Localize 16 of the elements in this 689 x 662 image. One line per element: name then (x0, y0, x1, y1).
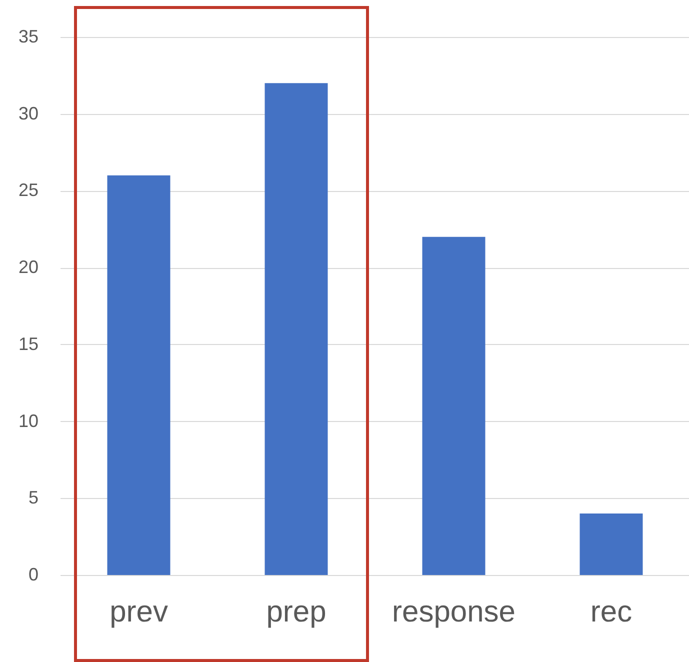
y-tick-label: 25 (18, 180, 38, 200)
y-tick-label: 35 (18, 26, 38, 46)
bar (422, 236, 486, 575)
bar (107, 175, 170, 575)
x-tick-label: prep (266, 596, 326, 628)
y-tick-label: 15 (18, 334, 38, 354)
y-tick-label: 20 (18, 257, 38, 278)
y-tick-label: 30 (18, 103, 38, 124)
bar (264, 83, 328, 575)
bar (580, 514, 643, 575)
x-tick-label: rec (590, 596, 632, 628)
y-tick-label: 0 (28, 564, 38, 584)
y-tick-label: 10 (18, 410, 38, 431)
x-tick-label: prev (110, 596, 168, 628)
x-tick-label: response (392, 596, 516, 628)
y-tick-label: 5 (28, 488, 38, 508)
